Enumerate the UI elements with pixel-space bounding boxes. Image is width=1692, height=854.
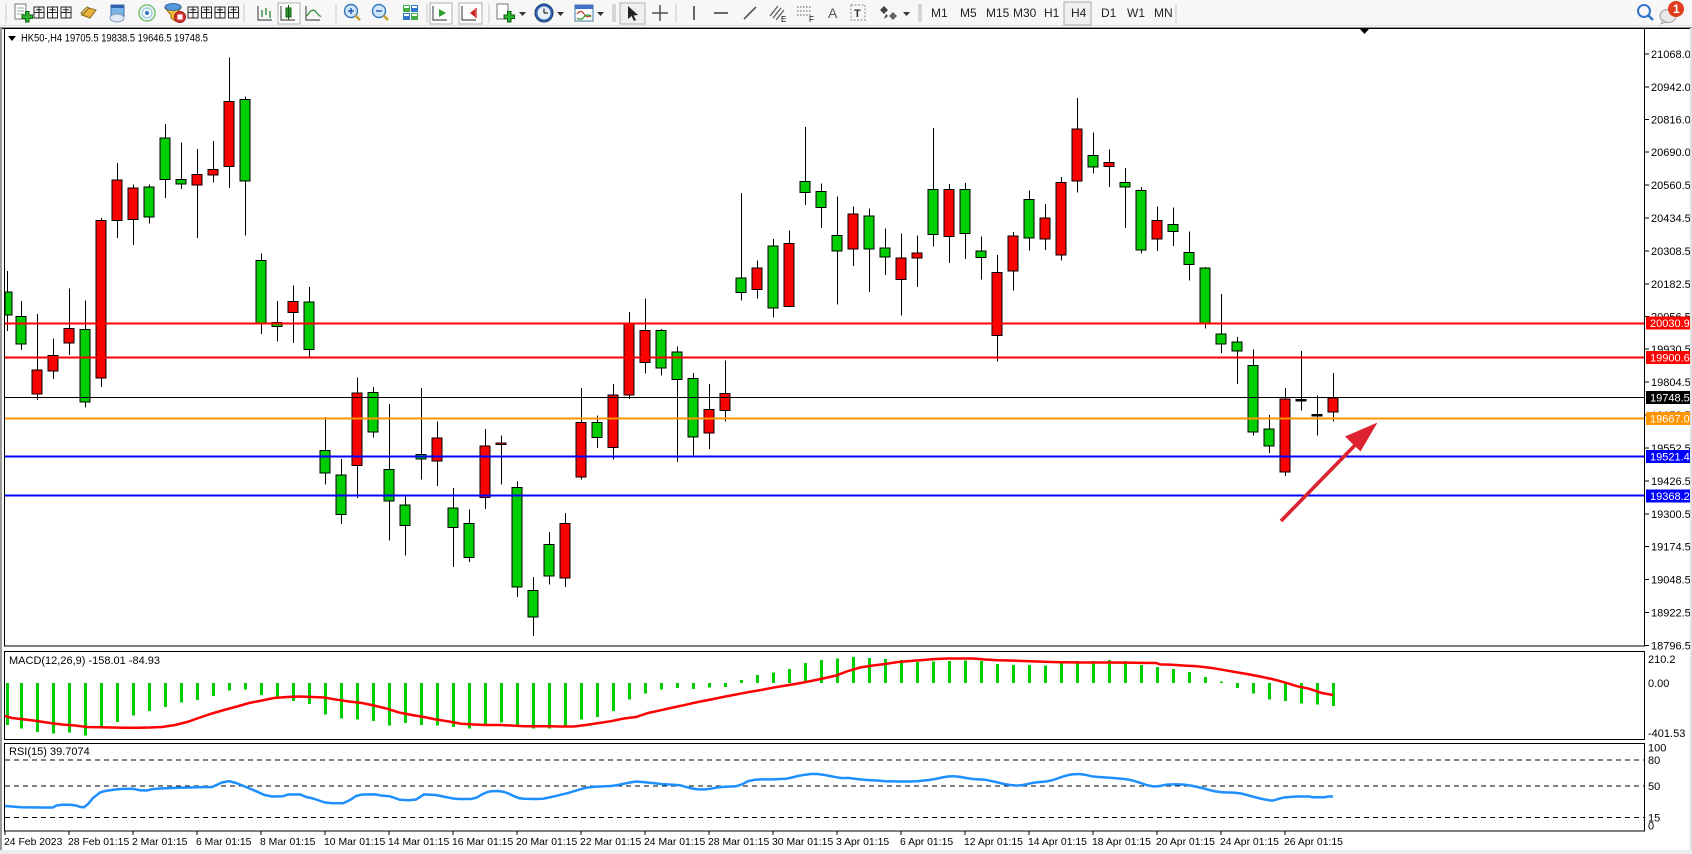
svg-text:0: 0 [1648, 821, 1654, 833]
svg-text:E: E [781, 15, 786, 24]
svg-text:24 Mar 01:15: 24 Mar 01:15 [644, 837, 705, 848]
svg-text:6 Mar 01:15: 6 Mar 01:15 [196, 837, 252, 848]
svg-text:19426.5: 19426.5 [1651, 476, 1691, 488]
svg-text:H1: H1 [1044, 6, 1060, 20]
svg-text:MACD(12,26,9) -158.01 -84.93: MACD(12,26,9) -158.01 -84.93 [9, 655, 160, 667]
svg-text:28 Mar 01:15: 28 Mar 01:15 [708, 837, 769, 848]
svg-text:19900.6: 19900.6 [1650, 353, 1690, 365]
svg-text:80: 80 [1648, 755, 1660, 767]
svg-text:-401.53: -401.53 [1648, 728, 1685, 740]
svg-text:210.2: 210.2 [1648, 654, 1676, 666]
svg-text:M30: M30 [1013, 6, 1037, 20]
svg-text:RSI(15) 39.7074: RSI(15) 39.7074 [9, 746, 90, 758]
svg-text:19521.4: 19521.4 [1650, 452, 1690, 464]
svg-text:21068.0: 21068.0 [1651, 49, 1691, 61]
svg-text:A: A [828, 5, 838, 21]
svg-text:20690.0: 20690.0 [1651, 147, 1691, 159]
svg-text:28 Feb 01:15: 28 Feb 01:15 [68, 837, 129, 848]
svg-text:20560.5: 20560.5 [1651, 180, 1691, 192]
svg-text:14 Mar 01:15: 14 Mar 01:15 [388, 837, 449, 848]
svg-text:19368.2: 19368.2 [1650, 491, 1690, 503]
svg-text:6 Apr 01:15: 6 Apr 01:15 [900, 837, 953, 848]
svg-text:20 Mar 01:15: 20 Mar 01:15 [516, 837, 577, 848]
svg-text:24 Feb 2023: 24 Feb 2023 [4, 837, 63, 848]
svg-text:20434.5: 20434.5 [1651, 213, 1691, 225]
svg-text:M15: M15 [986, 6, 1010, 20]
svg-text:20182.5: 20182.5 [1651, 279, 1691, 291]
svg-text:14 Apr 01:15: 14 Apr 01:15 [1028, 837, 1087, 848]
svg-text:18796.5: 18796.5 [1651, 641, 1691, 653]
svg-text:M1: M1 [931, 6, 948, 20]
svg-text:50: 50 [1648, 781, 1660, 793]
svg-text:15: 15 [1648, 813, 1660, 825]
svg-text:22 Mar 01:15: 22 Mar 01:15 [580, 837, 641, 848]
svg-text:19748.5: 19748.5 [1650, 393, 1690, 405]
svg-text:W1: W1 [1127, 6, 1145, 20]
svg-text:100: 100 [1648, 743, 1666, 755]
svg-text:H4: H4 [1071, 6, 1087, 20]
svg-text:2 Mar 01:15: 2 Mar 01:15 [132, 837, 188, 848]
svg-text:F: F [809, 15, 814, 24]
svg-text:0.00: 0.00 [1648, 678, 1669, 690]
svg-text:3 Apr 01:15: 3 Apr 01:15 [836, 837, 889, 848]
svg-text:1: 1 [1673, 2, 1680, 16]
svg-text:12 Apr 01:15: 12 Apr 01:15 [964, 837, 1023, 848]
svg-text:20030.9: 20030.9 [1650, 318, 1690, 330]
svg-text:10 Mar 01:15: 10 Mar 01:15 [324, 837, 385, 848]
svg-text:8 Mar 01:15: 8 Mar 01:15 [260, 837, 316, 848]
svg-text:T: T [854, 8, 861, 20]
svg-text:24 Apr 01:15: 24 Apr 01:15 [1220, 837, 1279, 848]
svg-text:26 Apr 01:15: 26 Apr 01:15 [1284, 837, 1343, 848]
svg-text:19048.5: 19048.5 [1651, 575, 1691, 587]
svg-text:19667.0: 19667.0 [1650, 414, 1690, 426]
svg-text:M5: M5 [960, 6, 977, 20]
svg-text:20 Apr 01:15: 20 Apr 01:15 [1156, 837, 1215, 848]
svg-text:18 Apr 01:15: 18 Apr 01:15 [1092, 837, 1151, 848]
svg-text:19174.5: 19174.5 [1651, 542, 1691, 554]
svg-text:18922.5: 18922.5 [1651, 608, 1691, 620]
svg-text:20816.0: 20816.0 [1651, 115, 1691, 127]
svg-text:MN: MN [1154, 6, 1173, 20]
svg-text:19300.5: 19300.5 [1651, 509, 1691, 521]
svg-text:D1: D1 [1101, 6, 1117, 20]
svg-text:19804.5: 19804.5 [1651, 377, 1691, 389]
svg-text:16 Mar 01:15: 16 Mar 01:15 [452, 837, 513, 848]
svg-text:20308.5: 20308.5 [1651, 246, 1691, 258]
svg-text:HK50-,H4 19705.5 19838.5 1964: HK50-,H4 19705.5 19838.5 19646.5 19748.5 [21, 33, 208, 45]
svg-text:20942.0: 20942.0 [1651, 82, 1691, 94]
svg-text:30 Mar 01:15: 30 Mar 01:15 [772, 837, 833, 848]
